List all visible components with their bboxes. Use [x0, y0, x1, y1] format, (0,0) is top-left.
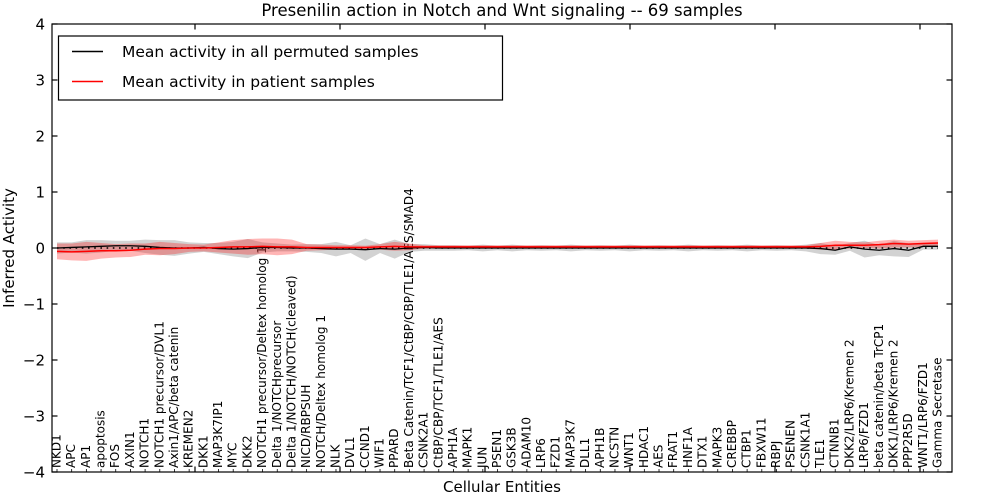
x-category-label: WNT1	[622, 432, 636, 468]
x-category-label: MAPK3	[710, 427, 724, 468]
x-category-label: JUN	[475, 447, 489, 469]
x-category-label: Axin1/APC/beta catenin	[167, 327, 181, 468]
confidence-bands	[57, 238, 938, 261]
x-category-label: PPARD	[387, 429, 401, 469]
x-category-label: WIF1	[373, 438, 387, 468]
x-category-label: DKK2/LRP6/Kremen 2	[842, 339, 856, 468]
x-category-label: CCND1	[358, 425, 372, 468]
x-category-label: DVL1	[343, 436, 357, 468]
x-category-labels: NKD1 APC AP1 apoptosis FOS AXIN1 NOTCH1 NOTCH1 …	[50, 188, 945, 469]
x-category-label: FOS	[108, 444, 122, 468]
y-tick-labels: 4 3 2 1 0 −1 −2 −3 −4	[23, 16, 45, 482]
x-category-label: PSENEN	[784, 420, 798, 468]
x-category-label: APH1B	[593, 428, 607, 468]
chart-title: Presenilin action in Notch and Wnt signa…	[261, 1, 742, 20]
x-category-label: MAP3K7IP1	[211, 401, 225, 468]
x-category-label: HNF1A	[681, 426, 695, 468]
y-tick-label: −3	[23, 408, 45, 426]
x-category-label: DTX1	[696, 436, 710, 468]
x-category-label: APC	[64, 444, 78, 468]
permuted-band	[57, 238, 938, 261]
series-lines	[56, 242, 939, 253]
x-category-label: NKD1	[50, 434, 64, 468]
x-category-label: NCSTN	[607, 427, 621, 468]
x-category-label: MAP3K7	[563, 419, 577, 468]
x-category-label: FRAT1	[666, 431, 680, 468]
x-category-label: AP1	[79, 445, 93, 468]
x-category-label: DKK1/LRP6/Kremen 2	[886, 339, 900, 468]
x-category-label: CtBP/CBP/TCF1/TLE1/AES	[431, 317, 445, 468]
legend-label-permuted: Mean activity in all permuted samples	[122, 43, 419, 61]
x-category-label: CREBBP	[725, 420, 739, 468]
y-tick-label: −4	[23, 464, 45, 482]
x-category-label: DKK2	[240, 435, 254, 468]
x-category-label: CTBP1	[740, 429, 754, 468]
y-tick-label: 3	[35, 72, 45, 90]
legend-box: Mean activity in all permuted samples Me…	[57, 35, 504, 101]
x-category-label: KREMEN2	[182, 410, 196, 468]
x-category-label: LRP6/FZD1	[857, 402, 871, 468]
x-axis-label: Cellular Entities	[443, 478, 561, 496]
x-category-label: Beta Catenin/TCF1/CtBP/CBP/TLE1/AES/SMAD…	[402, 188, 416, 468]
x-category-label: beta catenin/beta TrCP1	[872, 324, 886, 468]
x-category-label: RBPJ	[769, 441, 783, 468]
y-tick-label: −1	[23, 296, 45, 314]
y-tick-label: 4	[35, 16, 45, 34]
x-category-label: apoptosis	[94, 410, 108, 468]
y-axis-label: Inferred Activity	[0, 188, 18, 308]
x-category-label: AES	[652, 445, 666, 468]
patient-band	[57, 238, 938, 261]
x-category-label: NOTCH/Deltex homolog 1	[314, 315, 328, 468]
x-category-label: CSNK1A1	[798, 412, 812, 468]
x-category-label: Delta 1/NOTCHprecursor	[270, 321, 284, 468]
x-category-label: AXIN1	[123, 431, 137, 468]
y-tick-label: 0	[35, 240, 45, 258]
x-category-label: LRP6	[534, 438, 548, 468]
x-category-label: Delta 1/NOTCH/NOTCH(cleaved)	[284, 275, 298, 468]
x-category-label: MYC	[226, 443, 240, 468]
x-category-label: PSEN1	[490, 429, 504, 468]
x-category-label: FZD1	[549, 436, 563, 468]
x-category-label: CSNK2A1	[417, 412, 431, 468]
x-category-label: MAPK1	[461, 427, 475, 468]
x-category-label: NOTCH1	[138, 418, 152, 468]
legend-frame	[57, 35, 504, 101]
y-tick-label: 1	[35, 184, 45, 202]
y-tick-label: 2	[35, 128, 45, 146]
x-category-label: NOTCH1 precursor/DVL1	[152, 321, 166, 468]
y-tick-label: −2	[23, 352, 45, 370]
x-category-label: WNT1/LRP6/FZD1	[916, 362, 930, 468]
axis-ticks	[52, 23, 952, 473]
x-category-label: GSK3B	[505, 427, 519, 468]
x-category-label: APH1A	[446, 427, 460, 468]
x-category-label: NLK	[328, 443, 342, 468]
x-category-label: NOTCH1 precursor/Deltex homolog 1	[255, 246, 269, 468]
x-category-label: CTNNB1	[828, 418, 842, 468]
x-category-label: DLL1	[578, 438, 592, 468]
patient-mean-line	[56, 242, 939, 253]
x-category-label: TLE1	[813, 439, 827, 469]
x-category-label: PPP2R5D	[901, 413, 915, 468]
legend-label-patient: Mean activity in patient samples	[122, 73, 375, 91]
x-category-label: NICD/RBPSUH	[299, 385, 313, 468]
x-category-label: Gamma Secretase	[931, 357, 945, 468]
x-category-label: HDAC1	[637, 426, 651, 468]
x-category-label: FBXW11	[754, 418, 768, 469]
x-category-label: DKK1	[196, 435, 210, 468]
x-category-label: ADAM10	[519, 417, 533, 468]
